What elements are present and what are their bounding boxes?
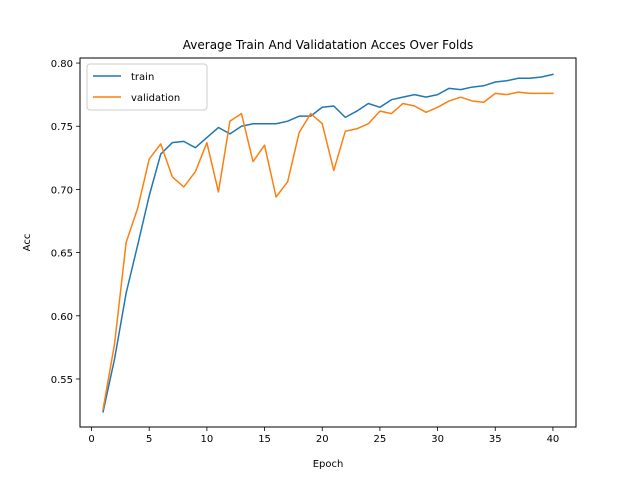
y-axis-ticks: 0.55 0.60 0.65 0.70 0.75 0.80 [51, 59, 80, 386]
y-tick-label: 0.75 [51, 122, 73, 133]
x-tick-label: 15 [258, 434, 271, 445]
y-axis-label: Acc [22, 234, 33, 252]
legend-label-train: train [131, 72, 154, 83]
series-line-train [102, 73, 554, 413]
legend: train validation [86, 63, 208, 111]
x-tick-label: 0 [88, 434, 94, 445]
x-tick-label: 10 [201, 434, 214, 445]
y-tick-label: 0.60 [51, 312, 73, 323]
x-axis-label: Epoch [313, 459, 344, 470]
series-layer [102, 73, 554, 413]
y-tick-label: 0.55 [51, 375, 73, 386]
y-tick-label: 0.80 [51, 59, 73, 70]
x-axis-ticks: 0 5 10 15 20 25 30 35 40 [88, 427, 559, 445]
x-tick-label: 20 [316, 434, 329, 445]
chart-title: Average Train And Validatation Acces Ove… [183, 38, 473, 52]
x-tick-label: 30 [431, 434, 444, 445]
legend-label-validation: validation [131, 93, 180, 104]
x-tick-label: 5 [146, 434, 152, 445]
x-tick-label: 40 [547, 434, 560, 445]
x-tick-label: 25 [374, 434, 387, 445]
y-tick-label: 0.65 [51, 249, 73, 260]
axes-frame [79, 57, 577, 428]
x-tick-label: 35 [489, 434, 502, 445]
series-line-validation [102, 91, 554, 411]
y-tick-label: 0.70 [51, 185, 73, 196]
